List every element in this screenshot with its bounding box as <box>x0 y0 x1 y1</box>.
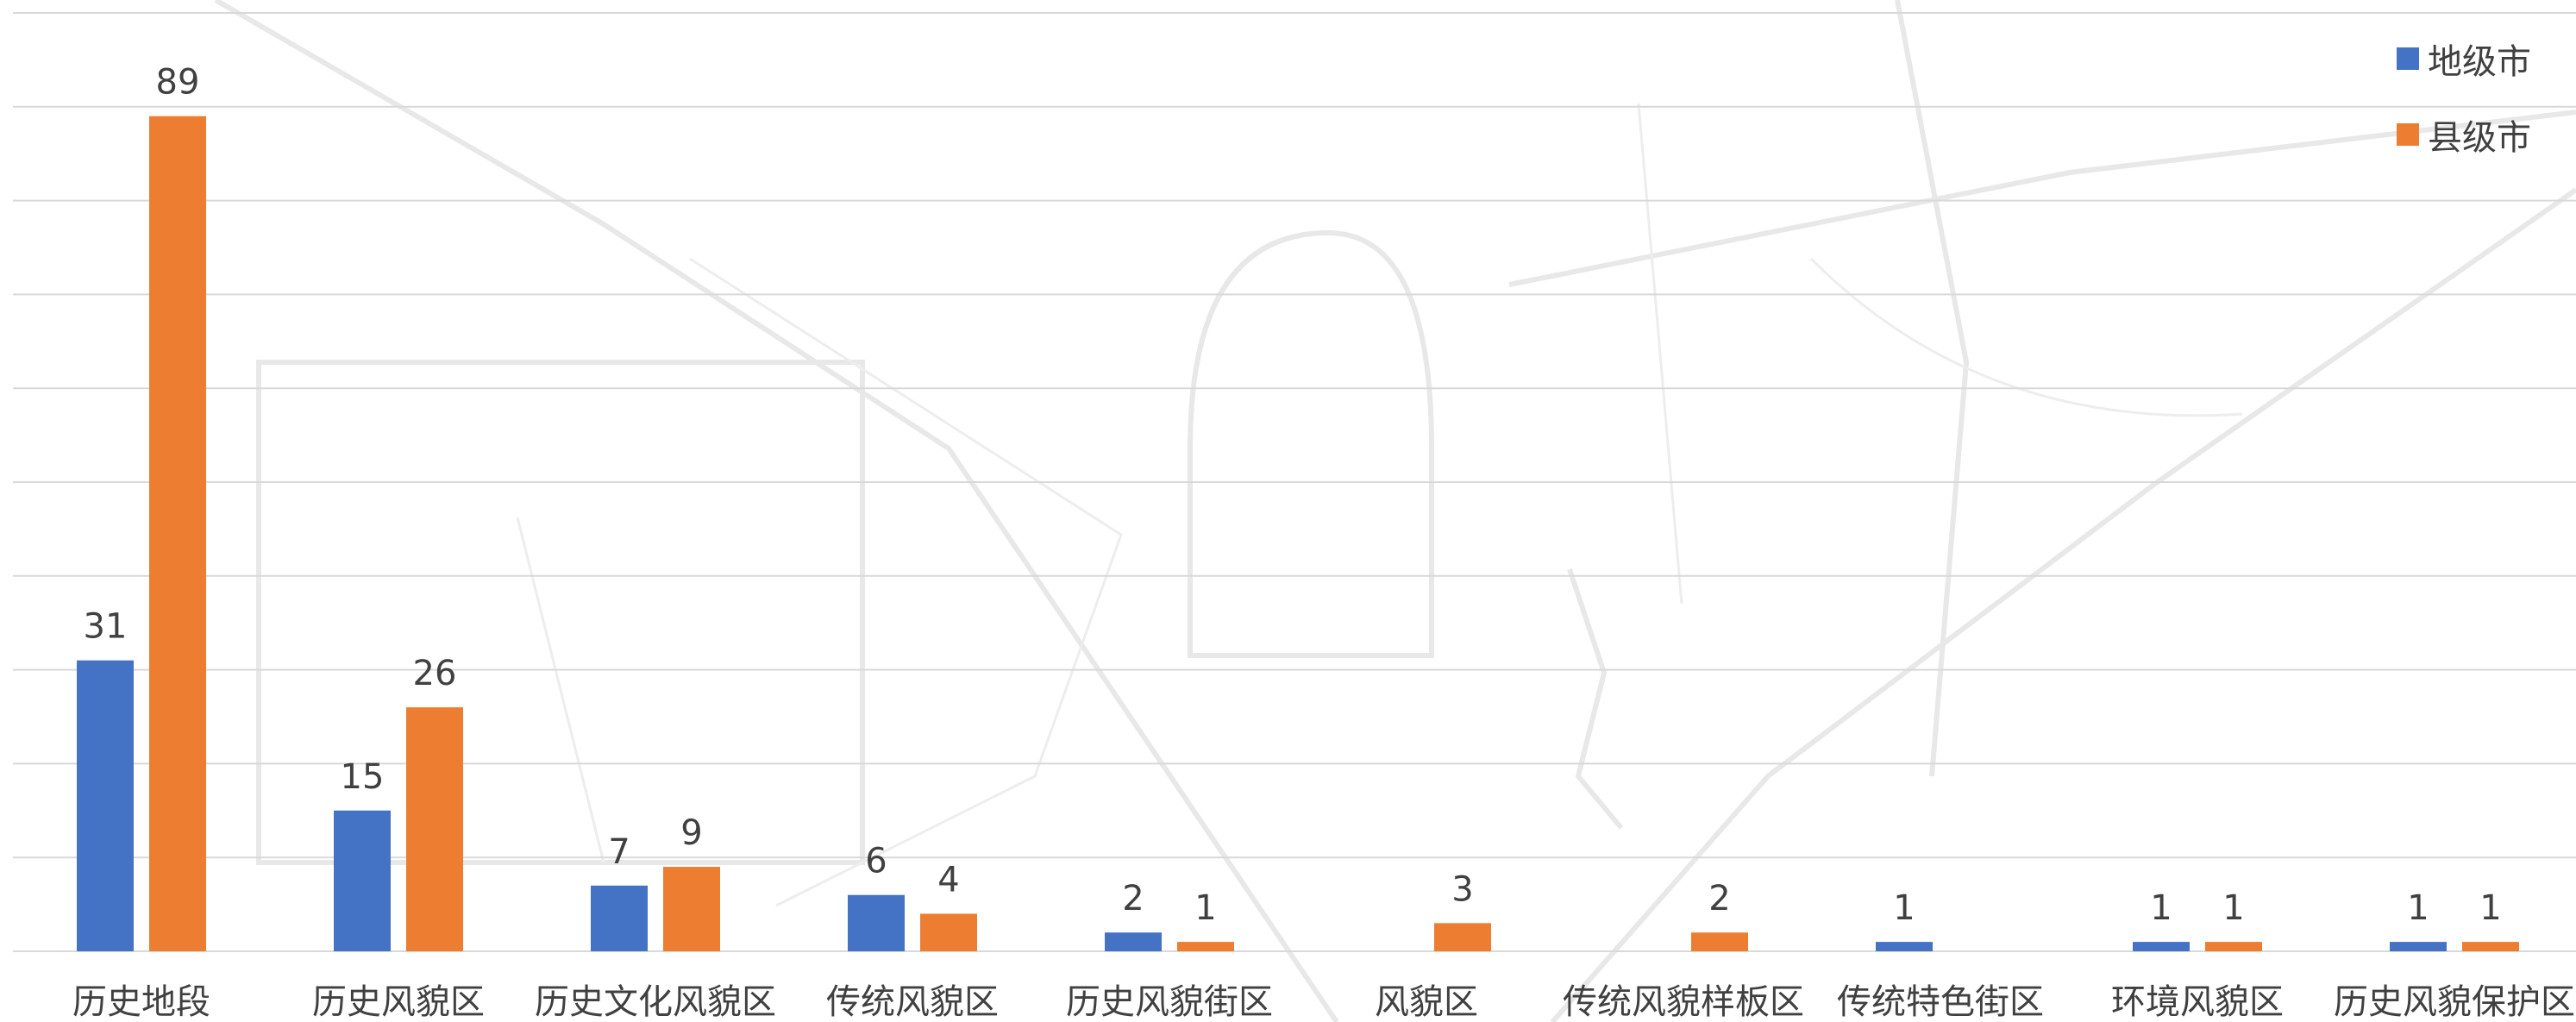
data-labels: 31 89 15 26 7 9 6 4 2 1 3 2 1 1 1 1 1 <box>84 63 2502 928</box>
data-label-series-0-category-1: 15 <box>341 757 385 797</box>
data-label-series-1-category-1: 26 <box>413 654 457 693</box>
data-label-series-1-category-8: 1 <box>2222 888 2244 928</box>
bar-series-1-category-2 <box>663 867 720 951</box>
legend-label-series-0: 地级市 <box>2428 42 2531 82</box>
data-label-series-0-category-8: 1 <box>2150 888 2172 928</box>
data-label-series-1-category-2: 9 <box>680 813 702 853</box>
legend-swatch-series-0 <box>2397 47 2419 70</box>
legend-item-series-0: 地级市 <box>2397 21 2552 97</box>
bar-series-0-category-2 <box>591 885 648 951</box>
data-label-series-1-category-4: 1 <box>1194 888 1216 928</box>
data-label-series-0-category-9: 1 <box>2407 888 2429 928</box>
bar-series-0-category-7 <box>1876 942 1933 951</box>
category-label-8: 环境风貌区 <box>2111 982 2284 1022</box>
bar-series-1-category-8 <box>2205 942 2262 951</box>
data-label-series-1-category-9: 1 <box>2479 888 2501 928</box>
bar-series-1-category-9 <box>2462 942 2519 951</box>
bar-series-0-category-1 <box>334 810 391 951</box>
category-labels: 历史地段 历史风貌区 历史文化风貌区 传统风貌区 历史风貌街区 风貌区 传统风貌样板区 传统特… <box>72 982 2575 1022</box>
category-label-3: 传统风貌区 <box>826 982 999 1022</box>
bar-series-1-category-4 <box>1177 942 1234 951</box>
category-label-9: 历史风貌保护区 <box>2334 982 2575 1022</box>
bar-series-1-category-1 <box>406 707 463 951</box>
bar-series-1-category-3 <box>920 913 977 951</box>
bars <box>77 116 2519 951</box>
bar-series-0-category-9 <box>2390 942 2447 951</box>
bar-series-0-category-8 <box>2133 942 2190 951</box>
category-label-0: 历史地段 <box>72 982 210 1022</box>
category-label-1: 历史风貌区 <box>312 982 485 1022</box>
legend: 地级市 县级市 <box>2397 21 2552 172</box>
category-label-5: 风貌区 <box>1375 982 1478 1022</box>
category-label-7: 传统特色街区 <box>1837 982 2044 1022</box>
data-label-series-0-category-7: 1 <box>1893 888 1915 928</box>
data-label-series-0-category-0: 31 <box>84 607 128 647</box>
bar-series-0-category-3 <box>848 894 905 951</box>
data-label-series-0-category-2: 7 <box>608 832 630 872</box>
data-label-series-1-category-0: 89 <box>156 63 200 103</box>
legend-item-series-1: 县级市 <box>2397 97 2552 172</box>
category-label-6: 传统风貌样板区 <box>1563 982 1804 1022</box>
data-label-series-1-category-6: 2 <box>1708 879 1730 919</box>
data-label-series-0-category-4: 2 <box>1122 879 1144 919</box>
gridlines <box>13 12 2576 952</box>
bar-series-1-category-6 <box>1691 932 1748 951</box>
data-label-series-0-category-3: 6 <box>865 842 887 881</box>
data-label-series-1-category-5: 3 <box>1451 869 1473 909</box>
bar-series-0-category-4 <box>1105 932 1162 951</box>
bar-series-1-category-5 <box>1434 923 1491 951</box>
category-label-2: 历史文化风貌区 <box>535 982 776 1022</box>
bar-series-1-category-0 <box>149 116 206 951</box>
legend-label-series-1: 县级市 <box>2428 118 2531 158</box>
bar-series-0-category-0 <box>77 660 134 951</box>
data-label-series-1-category-3: 4 <box>937 860 959 900</box>
legend-swatch-series-1 <box>2397 123 2419 146</box>
category-label-4: 历史风貌街区 <box>1066 982 1273 1022</box>
